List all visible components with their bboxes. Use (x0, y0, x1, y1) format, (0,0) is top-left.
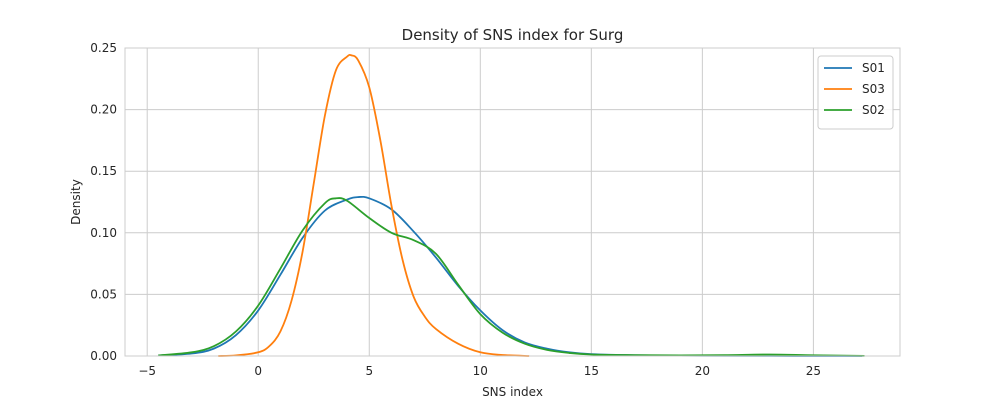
x-tick-label: 20 (695, 364, 710, 378)
x-tick-label: −5 (138, 364, 156, 378)
x-tick-label: 5 (365, 364, 373, 378)
y-tick-label: 0.10 (90, 226, 117, 240)
x-tick-label: 10 (473, 364, 488, 378)
series-line-s03 (218, 53, 530, 357)
y-tick-label: 0.25 (90, 41, 117, 55)
chart-title: Density of SNS index for Surg (402, 26, 624, 44)
legend-label: S03 (862, 82, 885, 96)
legend: S01 S03 S02 (817, 55, 894, 130)
y-tick-label: 0.20 (90, 103, 117, 117)
x-tick-label: 0 (254, 364, 262, 378)
series-line-s01 (158, 195, 863, 357)
x-tick-label: 25 (806, 364, 821, 378)
x-tick-label: 15 (584, 364, 599, 378)
y-tick-label: 0.05 (90, 287, 117, 301)
plot-frame (124, 47, 901, 357)
series-line-s02 (158, 197, 865, 357)
y-tick-label: 0.15 (90, 164, 117, 178)
series-lines (158, 53, 865, 357)
x-axis-label: SNS index (482, 385, 543, 399)
legend-label: S02 (862, 103, 885, 117)
y-tick-label: 0.00 (90, 349, 117, 363)
grid-lines (125, 47, 900, 357)
y-ticks: 0.00 0.05 0.10 0.15 0.20 0.25 (90, 41, 117, 363)
x-ticks: −5 0 5 10 15 20 25 (138, 364, 821, 378)
y-axis-label: Density (69, 179, 83, 225)
legend-label: S01 (862, 61, 885, 75)
